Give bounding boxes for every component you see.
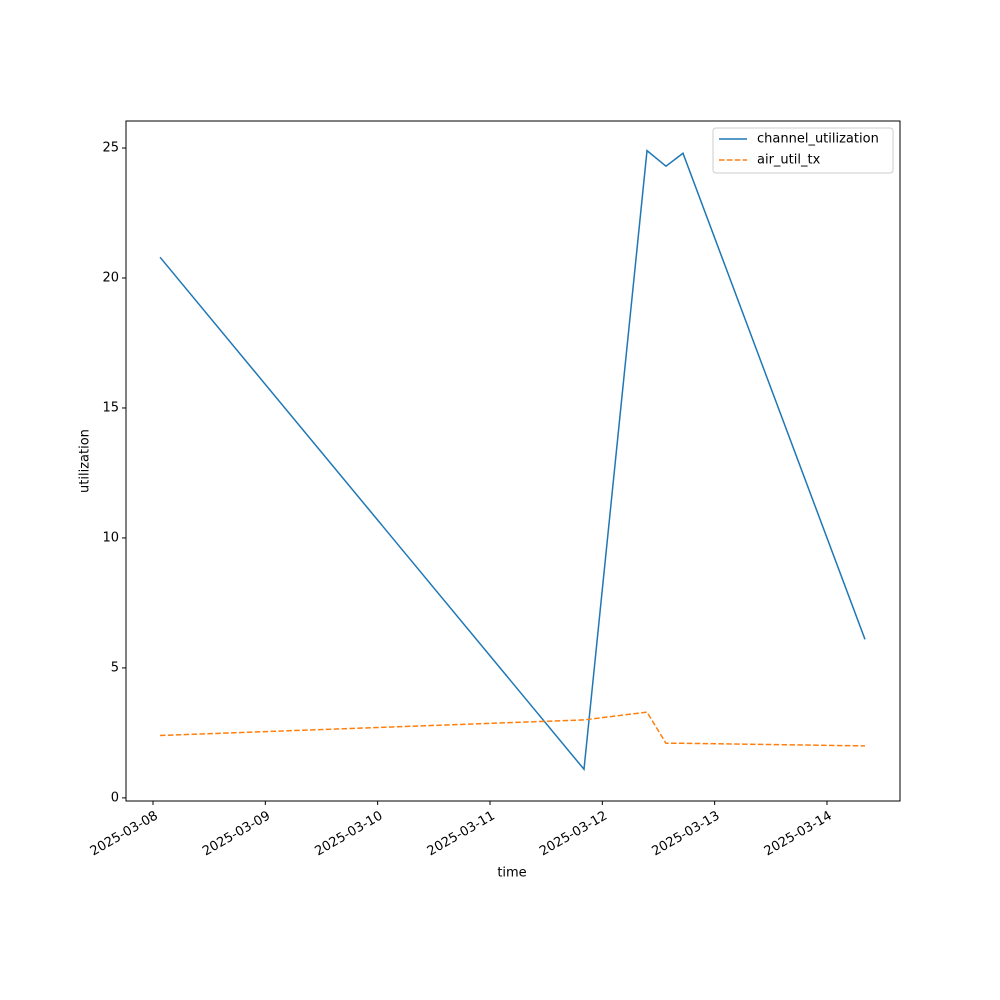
y-axis-label: utilization	[78, 429, 93, 493]
x-tick-label: 2025-03-12	[537, 809, 610, 860]
x-axis-label: time	[497, 866, 526, 881]
x-tick-label: 2025-03-11	[425, 809, 498, 860]
series-line	[159, 149, 866, 772]
x-tick-label: 2025-03-13	[649, 809, 722, 860]
y-tick-label: 5	[111, 660, 119, 675]
legend-box	[712, 127, 894, 174]
x-tick-label: 2025-03-08	[88, 809, 161, 860]
y-tick-label: 20	[102, 271, 119, 286]
x-tick-label: 2025-03-09	[200, 809, 273, 860]
x-tick-label: 2025-03-14	[762, 809, 835, 860]
y-tick-label: 0	[111, 790, 119, 805]
y-tick-label: 25	[102, 141, 119, 156]
x-tick-label: 2025-03-10	[312, 809, 385, 860]
y-tick-label: 15	[102, 400, 119, 415]
legend-label: air_util_tx	[757, 153, 821, 168]
plot-frame	[125, 120, 901, 802]
legend-label: channel_utilization	[757, 132, 879, 147]
y-tick-label: 10	[102, 530, 119, 545]
series-line	[159, 711, 865, 747]
